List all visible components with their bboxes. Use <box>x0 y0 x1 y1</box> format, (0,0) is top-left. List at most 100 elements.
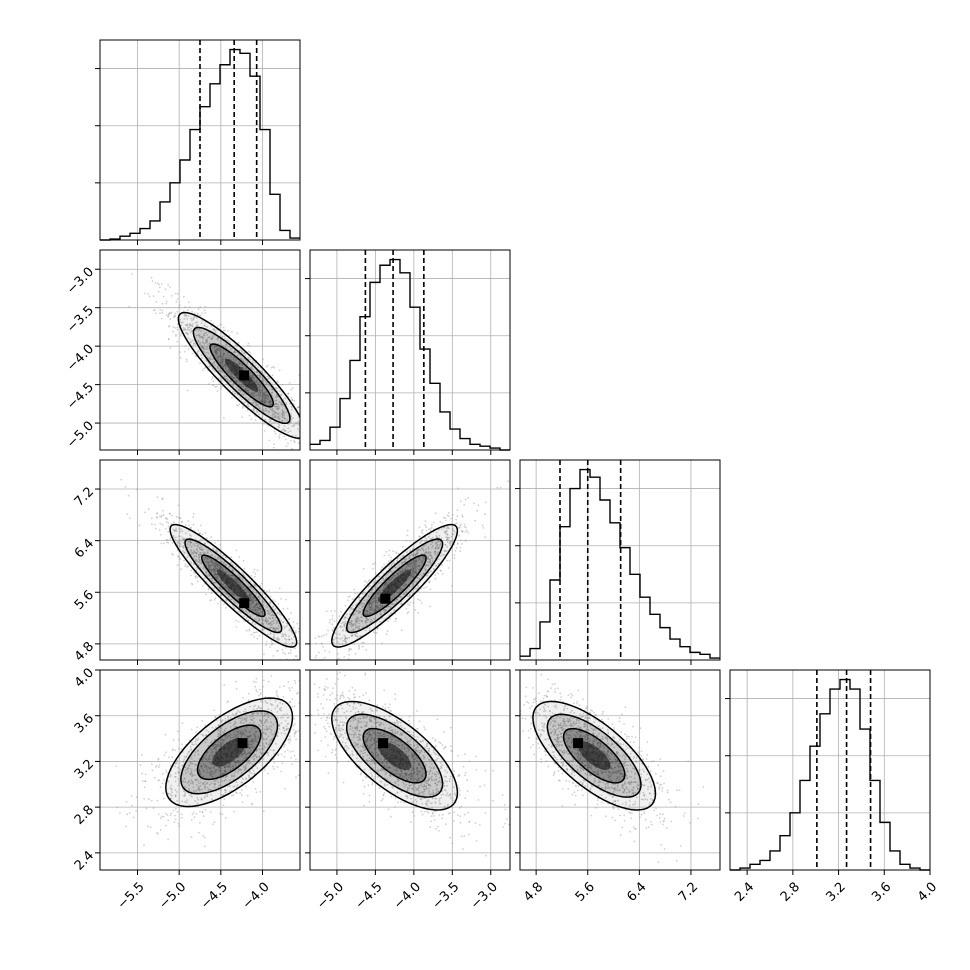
sample-point <box>318 671 320 673</box>
sample-point <box>276 637 279 639</box>
sample-point <box>213 747 216 749</box>
sample-point <box>248 593 251 596</box>
sample-point <box>385 583 388 585</box>
sample-point <box>380 610 382 613</box>
sample-point <box>158 529 161 531</box>
sample-point <box>410 574 413 577</box>
sample-point <box>223 358 226 361</box>
sample-point <box>218 361 221 364</box>
sample-point <box>271 614 274 617</box>
sample-point <box>234 392 236 395</box>
sample-point <box>302 684 304 686</box>
sample-point <box>431 562 433 564</box>
sample-point <box>176 564 179 567</box>
sample-point <box>424 569 427 572</box>
sample-point <box>477 504 480 506</box>
sample-point <box>381 604 384 607</box>
sample-point <box>277 639 280 642</box>
sample-point <box>375 631 378 634</box>
sample-point <box>202 734 205 737</box>
sample-point <box>283 627 286 629</box>
histogram-step <box>730 678 930 871</box>
sample-point <box>413 562 415 564</box>
sample-point <box>351 634 354 637</box>
sample-point <box>234 761 237 764</box>
sample-point <box>236 332 239 335</box>
sample-point <box>178 306 180 309</box>
sample-point <box>254 609 257 611</box>
sample-point <box>250 603 252 606</box>
sample-point <box>221 359 224 361</box>
sample-point <box>265 641 268 643</box>
density-contour <box>169 523 298 648</box>
sample-point <box>135 810 138 812</box>
sample-point <box>409 540 411 542</box>
sample-point <box>185 314 188 317</box>
sample-point <box>226 354 229 357</box>
sample-point <box>155 512 158 515</box>
sample-point <box>406 563 409 566</box>
sample-point <box>214 780 217 782</box>
sample-point <box>304 413 306 415</box>
sample-point <box>424 551 427 554</box>
sample-point <box>200 798 203 801</box>
sample-point <box>172 809 175 812</box>
sample-point <box>263 393 266 396</box>
sample-point <box>261 748 264 750</box>
sample-point <box>171 541 174 544</box>
sample-point <box>345 616 347 619</box>
sample-point <box>210 571 213 573</box>
sample-point <box>255 738 257 741</box>
sample-point <box>437 539 440 542</box>
sample-point <box>198 333 201 336</box>
sample-point <box>266 727 268 730</box>
sample-point <box>261 380 264 383</box>
sample-point <box>237 388 240 391</box>
sample-point <box>364 629 367 632</box>
sample-point <box>228 765 230 767</box>
sample-point <box>180 334 182 337</box>
sample-point <box>416 577 419 579</box>
sample-point <box>272 633 275 636</box>
sample-point <box>263 430 266 432</box>
sample-point <box>219 593 222 596</box>
sample-point <box>213 573 216 576</box>
sample-point <box>270 399 272 402</box>
sample-point <box>406 563 409 566</box>
sample-point <box>267 612 269 615</box>
sample-point <box>447 527 449 530</box>
sample-point <box>276 413 279 416</box>
sample-point <box>322 445 324 447</box>
sample-point <box>223 353 226 356</box>
sample-point <box>394 620 397 623</box>
sample-point <box>204 542 206 545</box>
sample-point <box>276 717 279 719</box>
sample-point <box>274 600 277 603</box>
sample-point <box>237 759 240 762</box>
sample-point <box>268 411 271 413</box>
sample-point <box>209 767 212 770</box>
sample-point <box>213 570 216 573</box>
sample-point <box>284 637 286 640</box>
sample-point <box>281 410 284 413</box>
sample-point <box>421 547 423 549</box>
sample-point <box>261 622 263 625</box>
sample-point <box>273 430 276 433</box>
sample-point <box>249 716 252 718</box>
sample-point <box>190 535 192 537</box>
sample-point <box>222 739 225 741</box>
sample-point <box>255 371 258 374</box>
sample-point <box>366 609 369 612</box>
sample-point <box>260 617 263 620</box>
sample-point <box>253 583 255 585</box>
sample-point <box>387 605 390 608</box>
sample-point <box>383 608 385 611</box>
sample-point <box>202 551 205 554</box>
sample-point <box>202 338 204 340</box>
sample-point <box>190 324 193 327</box>
sample-point <box>284 750 286 753</box>
sample-point <box>270 614 272 617</box>
sample-point <box>248 594 251 597</box>
sample-point <box>199 544 202 546</box>
sample-point <box>215 357 218 359</box>
